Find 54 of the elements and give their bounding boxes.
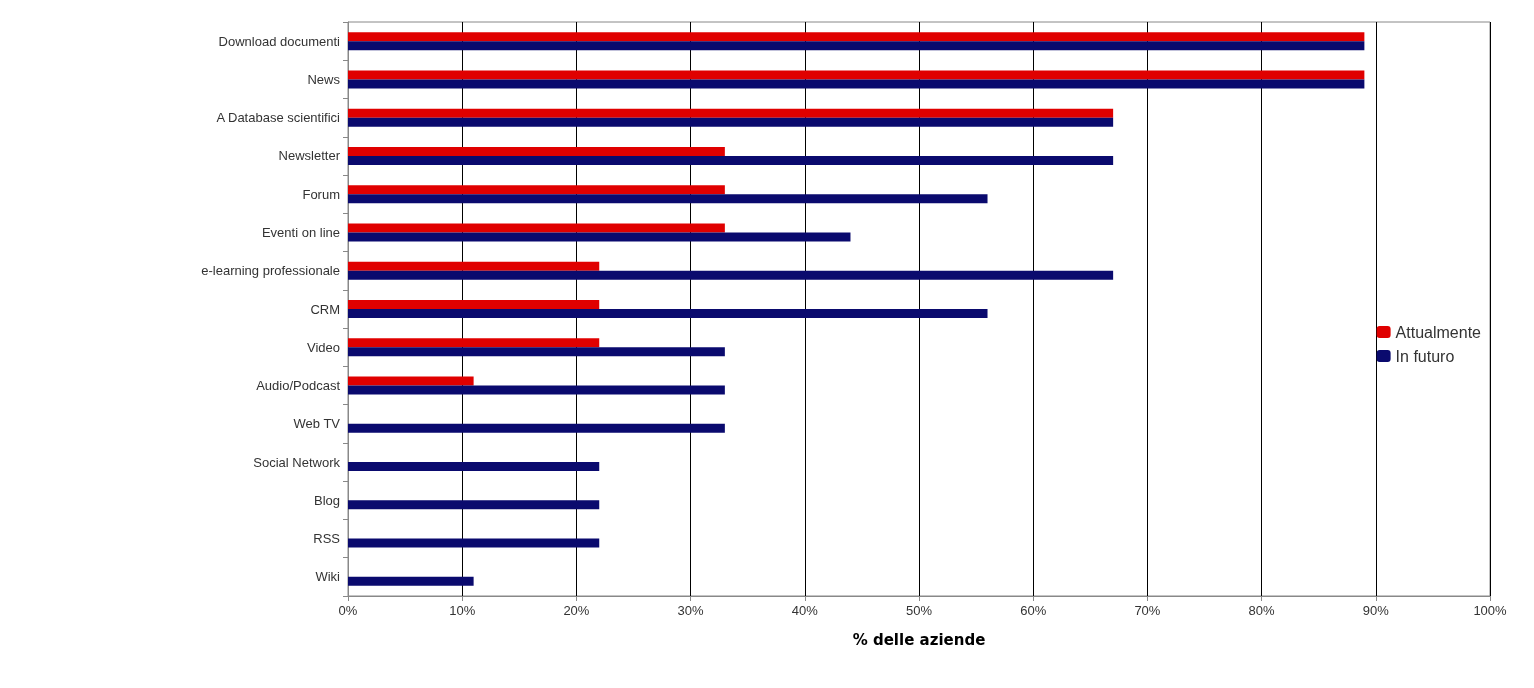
x-tick-label: 70% [1134,603,1161,618]
bar [348,41,1365,51]
y-tick-label: Blog [313,492,340,508]
bar [348,185,725,195]
bar [348,261,600,271]
bar [348,423,725,433]
y-tick-label: Social Network [253,454,341,470]
bar [348,32,1365,42]
x-tick-label: 0% [338,603,358,618]
y-tick-label: e-learning professionale [201,263,340,279]
x-tick-label: 30% [677,603,705,618]
bar [348,194,988,204]
bar [348,347,725,357]
y-tick-label: Wiki [315,569,341,585]
bar [348,232,851,242]
y-tick-label: Web TV [293,416,341,432]
bar [348,338,600,348]
x-tick-label: 10% [449,603,476,618]
bar [348,70,1365,80]
bar [348,79,1365,89]
bar [348,300,600,309]
bar [348,223,725,233]
y-tick-label: Download documenti [218,33,341,49]
x-axis-title: % delle aziende [852,630,986,649]
x-tick-label: 60% [1020,603,1047,618]
y-tick-label: CRM [310,301,340,317]
y-tick-label: Forum [302,186,340,202]
bar [348,155,1114,165]
x-tick-label: 80% [1248,603,1276,618]
x-tick-label: 40% [791,603,819,618]
bar [348,500,600,510]
y-tick-label: News [307,71,341,87]
y-tick-label: Newsletter [278,148,341,164]
bar [348,538,600,548]
bar [348,376,474,386]
bar [348,576,474,586]
bar [348,309,988,318]
bar [348,108,1114,118]
y-tick-label: Eventi on line [261,224,340,240]
bar [348,117,1114,127]
legend-label: Attualmente [1395,323,1482,341]
bar [348,385,725,395]
bar [348,462,600,472]
bar [348,146,725,156]
y-tick-label: A Database scientifici [216,110,341,126]
x-tick-label: 50% [905,603,933,618]
x-tick-label: 100% [1473,603,1508,618]
x-tick-label: 20% [563,603,590,618]
bar [348,270,1114,280]
y-tick-label: Audio/Podcast [256,378,341,394]
y-tick-label: RSS [313,531,341,547]
y-tick-label: Video [306,339,340,355]
x-tick-label: 90% [1362,603,1390,618]
legend-label: In futuro [1395,347,1455,365]
